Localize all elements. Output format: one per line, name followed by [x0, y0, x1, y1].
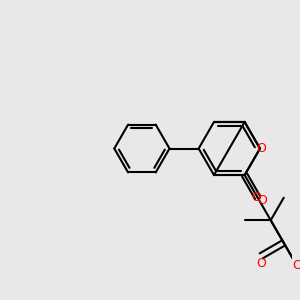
Text: O: O — [257, 194, 267, 207]
Text: O: O — [256, 257, 266, 270]
Text: O: O — [256, 142, 266, 155]
Text: O: O — [292, 259, 300, 272]
Text: O: O — [251, 191, 261, 204]
